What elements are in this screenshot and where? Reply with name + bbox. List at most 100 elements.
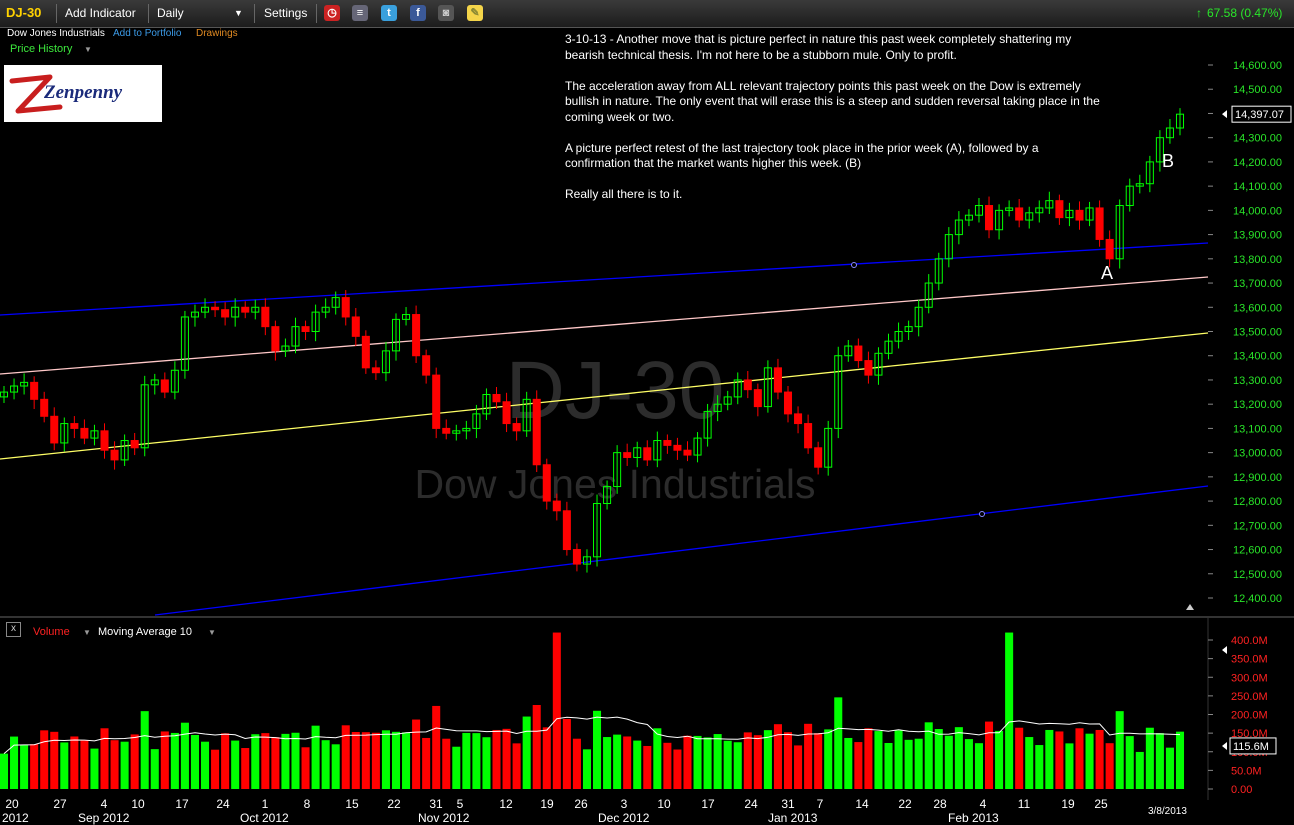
candle — [763, 360, 772, 413]
date-tick-label: 20 — [5, 797, 19, 811]
candle-body — [924, 282, 933, 308]
volume-bar — [653, 728, 662, 789]
volume-bar — [60, 742, 69, 789]
pink-trajectory-line[interactable] — [0, 276, 1209, 375]
candle-body — [1125, 185, 1134, 207]
volume-bar — [693, 735, 702, 789]
drawings-link[interactable]: Drawings — [196, 28, 238, 39]
database-icon[interactable]: ≡ — [352, 5, 368, 21]
moving-average-label[interactable]: Moving Average 10 — [98, 626, 192, 638]
candle-body — [723, 396, 732, 405]
price-tick-label: 13,800.00 — [1233, 254, 1282, 266]
volume-bar — [331, 744, 340, 789]
price-tick-label: 13,400.00 — [1233, 351, 1282, 363]
last-price-pointer-icon — [1222, 110, 1227, 119]
candle — [985, 196, 994, 239]
candle — [1055, 194, 1064, 225]
note-icon[interactable]: ✎ — [467, 5, 483, 21]
date-tick-label: 25 — [1094, 797, 1108, 811]
volume-bar — [613, 734, 622, 789]
twitter-icon[interactable]: t — [381, 5, 397, 21]
upper-channel-line[interactable] — [0, 242, 1209, 316]
volume-bars-group — [0, 632, 1185, 789]
chevron-down-icon[interactable]: ▼ — [83, 628, 91, 637]
candle-body — [331, 297, 340, 308]
month-label: Feb 2013 — [948, 811, 999, 825]
add-to-portfolio-link[interactable]: Add to Portfolio — [113, 28, 182, 39]
channel-anchor-point[interactable] — [851, 262, 857, 268]
candle — [944, 227, 953, 268]
candle — [663, 434, 672, 454]
volume-tick-label: 250.0M — [1231, 691, 1268, 703]
volume-bar — [522, 716, 531, 789]
candle-body — [844, 345, 853, 357]
add-indicator-button[interactable]: Add Indicator — [65, 6, 136, 20]
lower-channel-line[interactable] — [154, 485, 1209, 616]
candle — [321, 298, 330, 319]
candle-body — [341, 297, 350, 318]
candle — [773, 358, 782, 400]
scroll-up-icon[interactable] — [1186, 604, 1194, 610]
volume-bar — [572, 738, 581, 789]
volume-bar — [824, 729, 833, 789]
candle — [432, 367, 441, 439]
chevron-down-icon[interactable]: ▼ — [84, 45, 92, 54]
volume-bar — [180, 722, 189, 789]
chevron-down-icon[interactable]: ▼ — [234, 8, 243, 18]
volume-bar — [361, 732, 370, 789]
volume-bar — [703, 737, 712, 789]
volume-bar — [432, 705, 441, 789]
candle — [512, 417, 521, 441]
volume-bar — [80, 740, 89, 789]
yellow-trajectory-line[interactable] — [0, 332, 1209, 460]
candle — [201, 298, 210, 319]
volume-bar — [412, 719, 421, 789]
price-history-menu[interactable]: Price History — [10, 43, 73, 55]
candle — [301, 320, 310, 340]
candle — [361, 330, 370, 374]
date-tick-label: 12 — [499, 797, 513, 811]
candle — [753, 383, 762, 417]
volume-bar — [552, 632, 561, 789]
candle — [1065, 202, 1074, 227]
candle-body — [241, 306, 250, 313]
facebook-icon[interactable]: f — [410, 5, 426, 21]
candle — [391, 313, 401, 361]
candle-body — [633, 447, 642, 458]
volume-bar — [924, 722, 933, 789]
camera-icon[interactable]: ◙ — [438, 5, 454, 21]
candle — [794, 406, 803, 434]
chevron-down-icon[interactable]: ▼ — [208, 628, 216, 637]
volume-tick-label: 350.0M — [1231, 654, 1268, 666]
candle — [522, 391, 531, 437]
month-label: Sep 2012 — [78, 811, 130, 825]
settings-button[interactable]: Settings — [264, 6, 308, 20]
change-value: 67.58 (0.47%) — [1207, 6, 1283, 20]
candle — [1005, 200, 1014, 217]
alarm-clock-icon[interactable]: ◷ — [324, 5, 340, 21]
volume-bar — [130, 734, 139, 789]
symbol-label[interactable]: DJ-30 — [6, 5, 42, 20]
price-tick-label: 13,100.00 — [1233, 423, 1282, 435]
annotation-text: 3-10-13 - Another move that is picture p… — [565, 32, 1105, 218]
volume-bar — [743, 732, 752, 789]
candle-body — [713, 403, 722, 412]
candle — [783, 386, 793, 423]
channel-anchor-point[interactable] — [979, 511, 985, 517]
date-tick-label: 31 — [429, 797, 443, 811]
candle-body — [974, 205, 983, 216]
candle-body — [402, 314, 411, 320]
candle-body — [753, 389, 762, 408]
interval-select[interactable]: Daily — [157, 6, 184, 20]
candle-body — [211, 306, 220, 311]
date-tick-label: 14 — [855, 797, 869, 811]
candle — [160, 372, 169, 399]
volume-label[interactable]: Volume — [33, 626, 70, 638]
annotation-paragraph: A picture perfect retest of the last tra… — [565, 140, 1039, 171]
candle-body — [854, 345, 863, 362]
volume-bar — [311, 725, 320, 789]
volume-bar — [914, 738, 923, 789]
price-axis: 12,400.00 12,500.00 12,600.00 12,700.00 12,8… — [1208, 60, 1292, 605]
candle-body — [432, 374, 441, 429]
close-panel-button[interactable]: x — [6, 622, 21, 637]
